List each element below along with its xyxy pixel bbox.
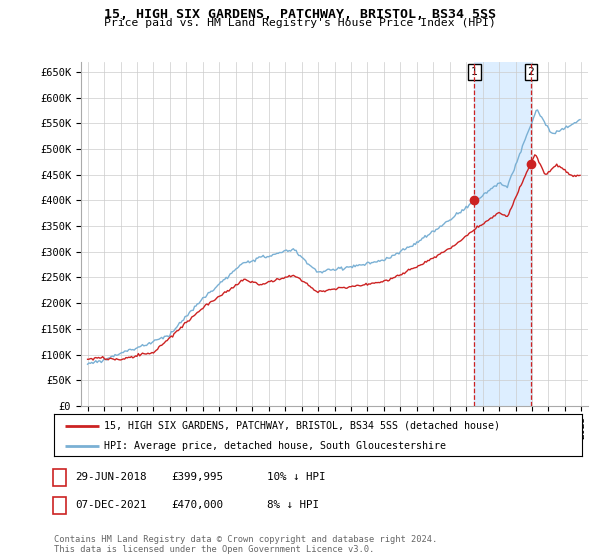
Text: 8% ↓ HPI: 8% ↓ HPI: [267, 500, 319, 510]
Text: 10% ↓ HPI: 10% ↓ HPI: [267, 472, 325, 482]
Text: 15, HIGH SIX GARDENS, PATCHWAY, BRISTOL, BS34 5SS (detached house): 15, HIGH SIX GARDENS, PATCHWAY, BRISTOL,…: [104, 421, 500, 431]
Text: 29-JUN-2018: 29-JUN-2018: [75, 472, 146, 482]
Text: 07-DEC-2021: 07-DEC-2021: [75, 500, 146, 510]
Text: 1: 1: [471, 67, 478, 77]
Text: 15, HIGH SIX GARDENS, PATCHWAY, BRISTOL, BS34 5SS: 15, HIGH SIX GARDENS, PATCHWAY, BRISTOL,…: [104, 8, 496, 21]
Text: Contains HM Land Registry data © Crown copyright and database right 2024.
This d: Contains HM Land Registry data © Crown c…: [54, 535, 437, 554]
Text: Price paid vs. HM Land Registry's House Price Index (HPI): Price paid vs. HM Land Registry's House …: [104, 18, 496, 29]
Text: £470,000: £470,000: [171, 500, 223, 510]
Text: 1: 1: [56, 472, 63, 482]
Text: 2: 2: [56, 500, 63, 510]
Bar: [475, 62, 531, 406]
Text: £399,995: £399,995: [171, 472, 223, 482]
Text: 2: 2: [527, 67, 534, 77]
Text: HPI: Average price, detached house, South Gloucestershire: HPI: Average price, detached house, Sout…: [104, 441, 446, 451]
